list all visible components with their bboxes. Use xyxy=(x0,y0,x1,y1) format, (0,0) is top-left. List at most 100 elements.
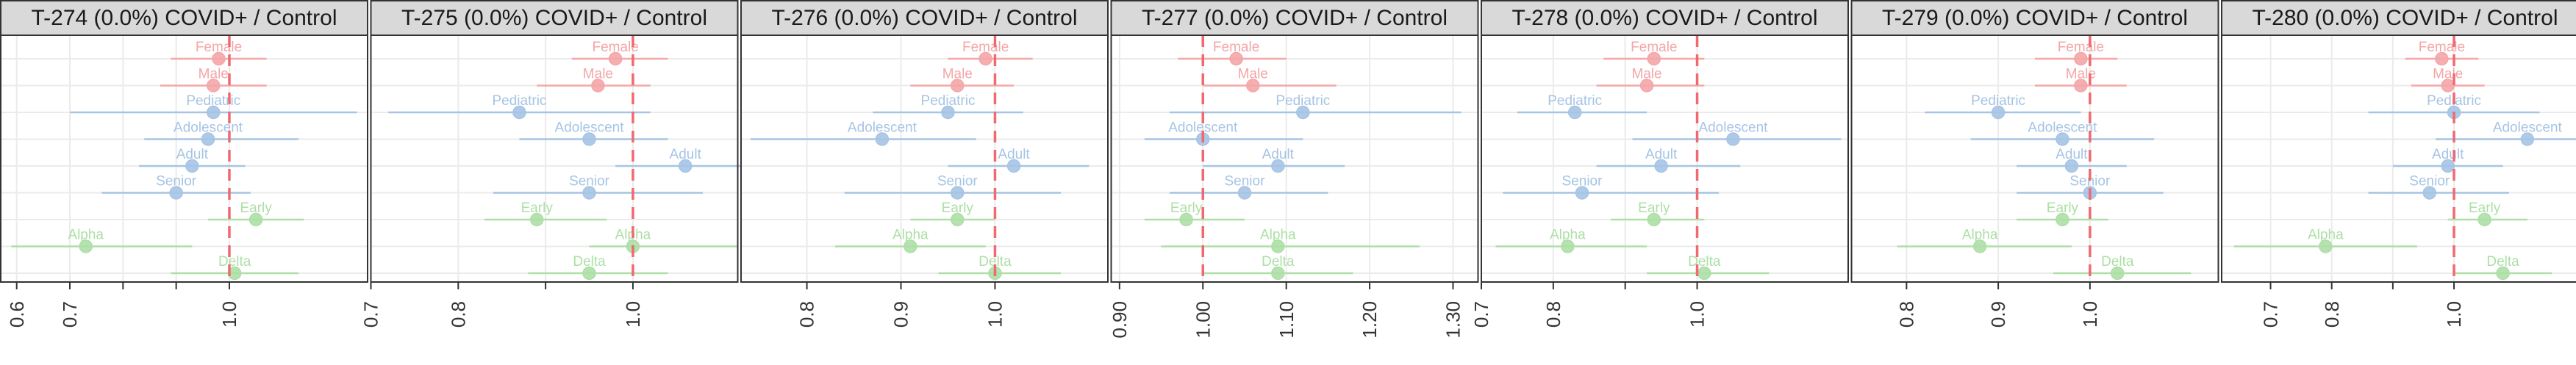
estimate-point-male xyxy=(2074,79,2088,93)
point-label-male: Male xyxy=(1238,67,1268,82)
point-label-alpha: Alpha xyxy=(68,228,104,243)
estimate-point-pediatric xyxy=(207,105,221,120)
point-label-female: Female xyxy=(196,40,242,55)
point-label-adolescent: Adolescent xyxy=(2493,120,2563,136)
point-label-senior: Senior xyxy=(1562,174,1603,189)
panel-strip xyxy=(370,0,739,36)
point-label-alpha: Alpha xyxy=(1962,228,1998,243)
point-label-female: Female xyxy=(1631,40,1677,55)
point-label-early: Early xyxy=(2047,200,2079,216)
point-label-early: Early xyxy=(942,200,974,216)
estimate-point-delta xyxy=(1271,266,1285,281)
point-label-pediatric: Pediatric xyxy=(1548,93,1602,109)
x-tick-label: 0.7 xyxy=(59,301,81,328)
estimate-point-alpha xyxy=(2319,239,2333,253)
estimate-point-male xyxy=(1246,79,1260,93)
point-label-adolescent: Adolescent xyxy=(1168,120,1238,136)
estimate-point-adult xyxy=(1006,159,1021,173)
x-tick-label: 1.0 xyxy=(984,301,1006,328)
point-label-early: Early xyxy=(2469,200,2501,216)
x-tick-label: 0.7 xyxy=(1470,301,1492,328)
estimate-point-early xyxy=(2477,212,2491,227)
estimate-point-male xyxy=(951,79,965,93)
estimate-point-adult xyxy=(185,159,199,173)
panel-background xyxy=(371,35,738,282)
estimate-point-pediatric xyxy=(512,105,526,120)
point-label-pediatric: Pediatric xyxy=(1276,93,1330,109)
point-label-senior: Senior xyxy=(156,174,197,189)
estimate-point-delta xyxy=(2496,266,2510,281)
point-label-pediatric: Pediatric xyxy=(186,93,240,109)
panel-6: FemaleMalePediatricAdolescentAdultSenior… xyxy=(2221,0,2576,328)
point-label-adolescent: Adolescent xyxy=(848,120,917,136)
x-tick-label: 1.00 xyxy=(1192,301,1214,339)
panel-title: T-275 (0.0%) COVID+ / Control xyxy=(401,6,707,30)
estimate-point-female xyxy=(1647,51,1661,66)
point-label-male: Male xyxy=(198,67,229,82)
x-tick-label: 1.10 xyxy=(1276,301,1298,339)
estimate-point-early xyxy=(1179,212,1193,227)
estimate-point-pediatric xyxy=(1991,105,2006,120)
point-label-senior: Senior xyxy=(569,174,610,189)
estimate-point-female xyxy=(2074,51,2088,66)
estimate-point-adolescent xyxy=(201,132,215,146)
point-label-delta: Delta xyxy=(2101,254,2134,270)
estimate-point-alpha xyxy=(79,239,93,253)
point-label-female: Female xyxy=(592,40,638,55)
point-label-female: Female xyxy=(1213,40,1259,55)
estimate-point-early xyxy=(1647,212,1661,227)
estimate-point-senior xyxy=(582,186,596,200)
point-label-adult: Adult xyxy=(998,147,1030,162)
estimate-point-early xyxy=(951,212,965,227)
estimate-point-pediatric xyxy=(1567,105,1582,120)
estimate-point-alpha xyxy=(1972,239,1987,253)
estimate-point-adult xyxy=(2064,159,2079,173)
point-label-delta: Delta xyxy=(2486,254,2519,270)
panel-4: Female Male Pediatric Adolescent Adult Senior… xyxy=(1470,0,1849,328)
point-label-alpha: Alpha xyxy=(1260,228,1296,243)
point-label-adult: Adult xyxy=(2432,147,2464,162)
estimate-point-male xyxy=(1639,79,1654,93)
x-tick-label: 0.8 xyxy=(2321,301,2343,328)
x-tick-label: 0.8 xyxy=(1542,301,1564,328)
panel-background xyxy=(1,35,368,282)
x-tick-label: 1.0 xyxy=(622,301,644,328)
point-label-male: Male xyxy=(942,67,973,82)
estimate-point-early xyxy=(248,212,263,227)
point-label-adolescent: Adolescent xyxy=(555,120,625,136)
x-tick-label: 0.8 xyxy=(447,301,469,328)
estimate-point-alpha xyxy=(1561,239,1575,253)
panel-title: T-279 (0.0%) COVID+ / Control xyxy=(1882,6,2188,30)
panel-strip xyxy=(2221,0,2576,36)
point-label-delta: Delta xyxy=(1688,254,1721,270)
point-label-delta: Delta xyxy=(218,254,251,270)
point-label-adult: Adult xyxy=(1262,147,1295,162)
panel-strip xyxy=(1110,0,1479,36)
point-label-pediatric: Pediatric xyxy=(1971,93,2025,109)
point-label-female: Female xyxy=(962,40,1009,55)
panel-strip xyxy=(1481,0,1849,36)
estimate-point-adolescent xyxy=(582,132,596,146)
estimate-point-senior xyxy=(1237,186,1252,200)
point-label-female: Female xyxy=(2419,40,2465,55)
panel-background xyxy=(2222,35,2576,282)
estimate-point-senior xyxy=(951,186,965,200)
point-label-adolescent: Adolescent xyxy=(173,120,243,136)
estimate-point-adult xyxy=(1654,159,1668,173)
point-label-early: Early xyxy=(1638,200,1670,216)
point-label-female: Female xyxy=(2058,40,2104,55)
estimate-point-senior xyxy=(169,186,183,200)
panel-background xyxy=(1481,35,1848,282)
point-label-delta: Delta xyxy=(573,254,606,270)
estimate-point-alpha xyxy=(1271,239,1285,253)
point-label-delta: Delta xyxy=(978,254,1012,270)
estimate-point-delta xyxy=(2111,266,2125,281)
estimate-point-male xyxy=(591,79,605,93)
panel-strip xyxy=(0,0,368,36)
x-tick-label: 0.7 xyxy=(360,301,382,328)
point-label-pediatric: Pediatric xyxy=(921,93,976,109)
estimate-point-early xyxy=(529,212,544,227)
x-tick-label: 1.0 xyxy=(1686,301,1709,328)
estimate-point-adolescent xyxy=(2520,132,2535,146)
